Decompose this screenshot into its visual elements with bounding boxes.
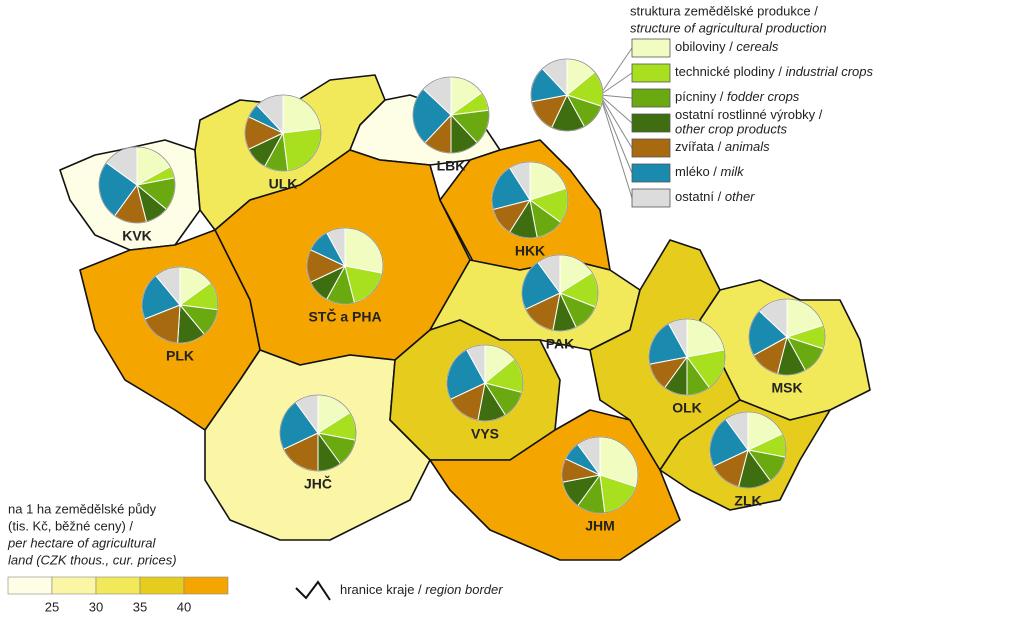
leader-line bbox=[599, 94, 633, 149]
pie-outline bbox=[412, 76, 490, 154]
legend-label: obiloviny / cereals bbox=[675, 39, 779, 54]
legend-label-en: other crop products bbox=[675, 121, 788, 136]
border-legend: hranice kraje / region border bbox=[340, 582, 503, 597]
region-label: MSK bbox=[771, 380, 802, 396]
scale-title-en: per hectare of agricultural bbox=[7, 535, 157, 550]
legend-label: mléko / milk bbox=[675, 164, 745, 179]
pie-outline bbox=[709, 411, 787, 489]
legend-name-en: fodder crops bbox=[727, 89, 800, 104]
legend-name-en: industrial crops bbox=[786, 64, 874, 79]
scale-swatch bbox=[95, 576, 141, 595]
legend-swatch bbox=[631, 138, 671, 158]
pie-outline bbox=[141, 266, 219, 344]
legend-swatch bbox=[631, 188, 671, 208]
region-label: JHČ bbox=[304, 475, 332, 492]
legend-name-en: animals bbox=[725, 139, 770, 154]
region-label: STČ a PHA bbox=[308, 308, 381, 325]
legend-name-en: cereals bbox=[736, 39, 778, 54]
region-label: PAK bbox=[546, 336, 575, 352]
pie-outline bbox=[306, 227, 384, 305]
scale-title: na 1 ha zemědělské půdy bbox=[8, 501, 157, 516]
region-label: LBK bbox=[437, 158, 466, 174]
legend-title: struktura zemědělské produkce / bbox=[630, 3, 818, 18]
leader-lines bbox=[599, 47, 633, 199]
scale-title: (tis. Kč, běžné ceny) / bbox=[8, 518, 133, 533]
leader-line bbox=[599, 72, 633, 96]
pie-outline bbox=[561, 436, 639, 514]
legend-name-en: other bbox=[725, 189, 755, 204]
scale-tick: 35 bbox=[133, 599, 147, 614]
border-name-en: region border bbox=[425, 582, 503, 597]
region-label: HKK bbox=[515, 243, 545, 259]
leader-line bbox=[599, 94, 633, 124]
region-label: OLK bbox=[672, 400, 702, 416]
legend-label: pícniny / fodder crops bbox=[675, 89, 800, 104]
border-name: hranice kraje / bbox=[340, 582, 425, 597]
region-label: PLK bbox=[166, 348, 194, 364]
pie-outline bbox=[491, 161, 569, 239]
scale-tick: 25 bbox=[45, 599, 59, 614]
pie-outline bbox=[521, 254, 599, 332]
leader-line bbox=[599, 47, 633, 96]
scale-swatch bbox=[51, 576, 97, 595]
leader-line bbox=[599, 94, 633, 199]
pie-outline bbox=[446, 344, 524, 422]
scale-tick: 40 bbox=[177, 599, 191, 614]
scale-title-en: land (CZK thous., cur. prices) bbox=[8, 552, 177, 567]
legend-label: zvířata / animals bbox=[675, 139, 770, 154]
legend-name: ostatní rostlinné výrobky / bbox=[675, 107, 823, 122]
legend-label: ostatní / other bbox=[675, 189, 755, 204]
region-label: KVK bbox=[122, 228, 152, 244]
legend-swatch bbox=[631, 63, 671, 83]
region-label: ZLK bbox=[734, 493, 761, 509]
pie-outline bbox=[530, 58, 604, 132]
pie-outline bbox=[648, 318, 726, 396]
pie-outline bbox=[279, 394, 357, 472]
legend-swatch bbox=[631, 163, 671, 183]
region-label: VYS bbox=[471, 426, 499, 442]
legend-name-en: milk bbox=[721, 164, 746, 179]
legend-name: zvířata / bbox=[675, 139, 725, 154]
leader-line bbox=[599, 94, 633, 99]
legend-name: mléko / bbox=[675, 164, 721, 179]
legend-swatch bbox=[631, 88, 671, 108]
legend-title-en: structure of agricultural production bbox=[630, 20, 827, 35]
leader-line bbox=[599, 94, 633, 174]
pie-outline bbox=[98, 146, 176, 224]
scale-swatch bbox=[183, 576, 229, 595]
legend-label: ostatní rostlinné výrobky / bbox=[675, 107, 823, 122]
legend-swatch bbox=[631, 38, 671, 58]
region-label: JHM bbox=[585, 518, 615, 534]
scale-tick: 30 bbox=[89, 599, 103, 614]
legend-name: pícniny / bbox=[675, 89, 727, 104]
border-symbol bbox=[295, 580, 331, 601]
legend-name: obiloviny / bbox=[675, 39, 736, 54]
legend-name: ostatní / bbox=[675, 189, 725, 204]
legend-swatch bbox=[631, 113, 671, 133]
region-label: ULK bbox=[269, 176, 298, 192]
pie-outline bbox=[748, 298, 826, 376]
scale-swatch bbox=[139, 576, 185, 595]
legend-label: technické plodiny / industrial crops bbox=[675, 64, 874, 79]
scale-swatch bbox=[7, 576, 53, 595]
pie-outline bbox=[244, 94, 322, 172]
legend-name: technické plodiny / bbox=[675, 64, 786, 79]
